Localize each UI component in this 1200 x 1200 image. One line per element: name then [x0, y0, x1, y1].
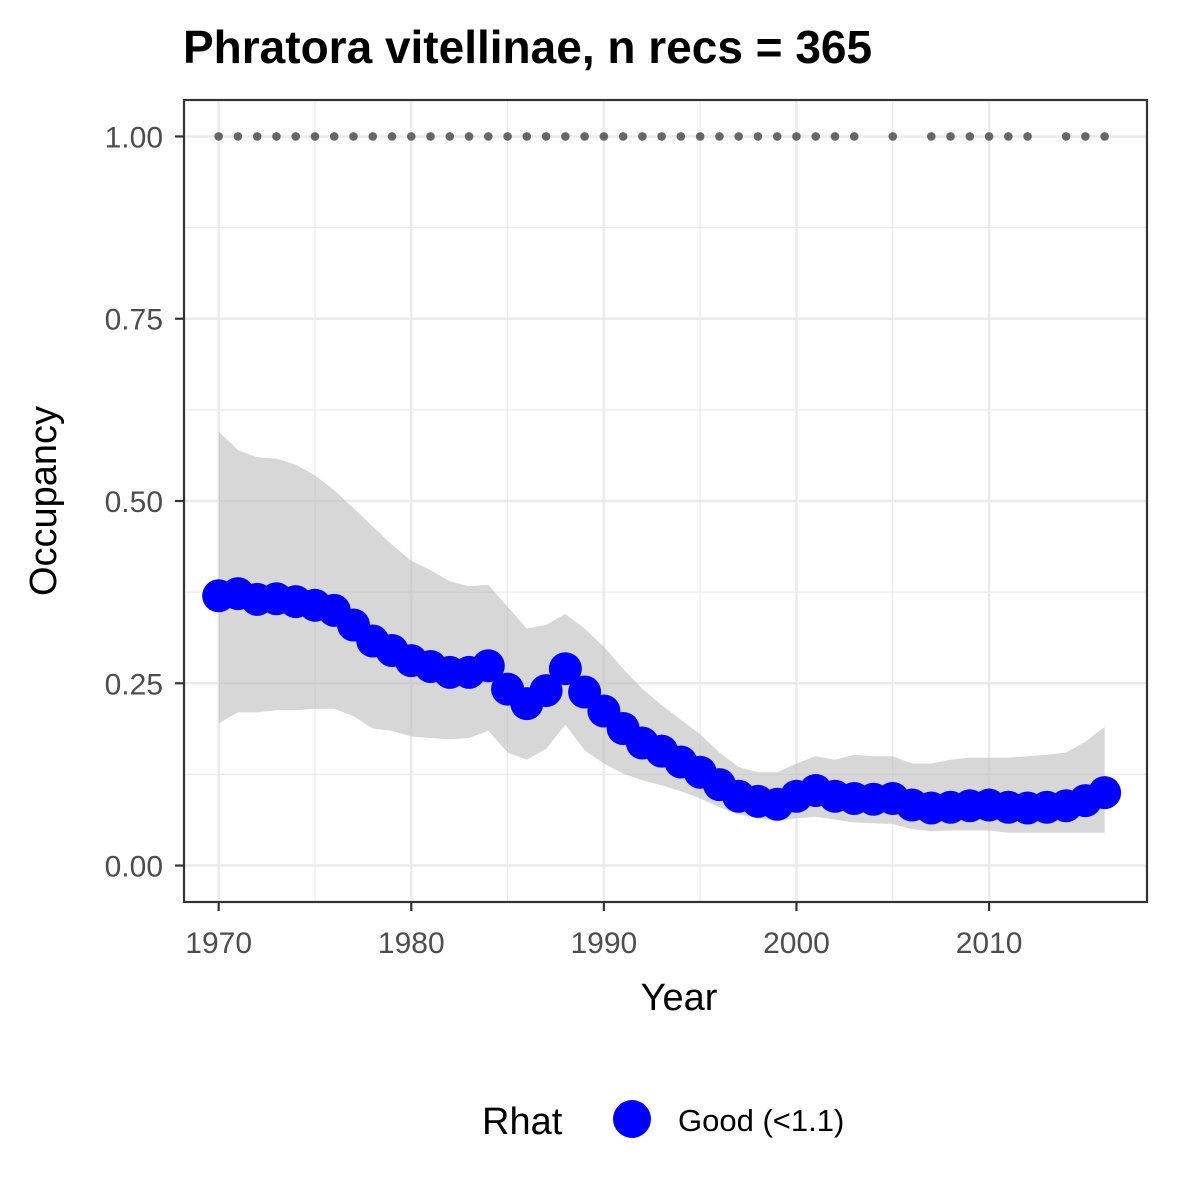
x-tick-label: 2000 [763, 927, 830, 960]
record-point [272, 132, 281, 141]
y-axis-title: Occupancy [23, 406, 65, 596]
y-tick-label: 0.25 [105, 668, 163, 701]
record-point [214, 132, 223, 141]
record-point [426, 132, 435, 141]
record-point [830, 132, 840, 141]
record-point [368, 132, 378, 141]
record-point [984, 132, 994, 141]
record-point [618, 132, 628, 141]
y-axis: 0.00 0.25 0.50 0.75 1.00 [105, 121, 184, 884]
record-point [291, 132, 301, 141]
record-point [349, 132, 358, 141]
legend: Rhat Good (<1.1) [482, 1100, 844, 1143]
record-point [1061, 132, 1071, 141]
record-point [1081, 132, 1090, 141]
record-point [522, 132, 532, 141]
record-point [715, 132, 724, 141]
record-point [599, 132, 609, 141]
record-point [946, 132, 955, 141]
confidence-ribbon [218, 431, 1105, 833]
record-point [484, 132, 493, 141]
mean-occupancy-series [202, 577, 1122, 825]
ci-ribbon [218, 431, 1105, 833]
x-axis: 1970 1980 1990 2000 2010 [185, 902, 1022, 960]
record-point [310, 132, 320, 141]
record-point [695, 132, 705, 141]
record-point [965, 132, 975, 141]
record-points [214, 132, 1109, 141]
x-tick-label: 1990 [570, 927, 637, 960]
record-point [734, 132, 743, 141]
y-tick-label: 1.00 [105, 121, 163, 154]
record-point [387, 132, 397, 141]
record-point [772, 132, 782, 141]
legend-label-good: Good (<1.1) [678, 1103, 844, 1138]
record-point [580, 132, 589, 141]
record-point [541, 132, 551, 141]
record-point [561, 132, 570, 141]
x-tick-label: 1970 [185, 927, 252, 960]
record-point [657, 132, 666, 141]
mean-point [548, 652, 582, 686]
record-point [464, 132, 474, 141]
record-point [1023, 132, 1032, 141]
record-point [926, 132, 936, 141]
x-tick-label: 1980 [378, 927, 445, 960]
record-point [849, 132, 859, 141]
y-tick-label: 0.00 [105, 851, 163, 884]
x-axis-title: Year [641, 977, 718, 1019]
y-tick-label: 0.50 [105, 486, 163, 519]
record-point [503, 132, 512, 141]
mean-point [1088, 776, 1122, 810]
record-point [1100, 132, 1109, 141]
y-tick-label: 0.75 [105, 304, 163, 337]
mean-point [471, 649, 505, 683]
record-point [445, 132, 455, 141]
legend-key-good [613, 1100, 651, 1138]
record-point [638, 132, 647, 141]
record-point [753, 132, 763, 141]
x-tick-label: 2010 [956, 927, 1023, 960]
record-point [676, 132, 686, 141]
legend-title: Rhat [482, 1101, 563, 1143]
record-point [329, 132, 339, 141]
record-point [233, 132, 243, 141]
record-point [811, 132, 821, 141]
record-point [888, 132, 898, 141]
record-point [1004, 132, 1013, 141]
record-point [252, 132, 262, 141]
record-point [792, 132, 801, 141]
record-point [406, 132, 416, 141]
chart-title: Phratora vitellinae, n recs = 365 [183, 21, 872, 73]
mean-point [529, 674, 563, 708]
grid-lines [184, 100, 1147, 902]
